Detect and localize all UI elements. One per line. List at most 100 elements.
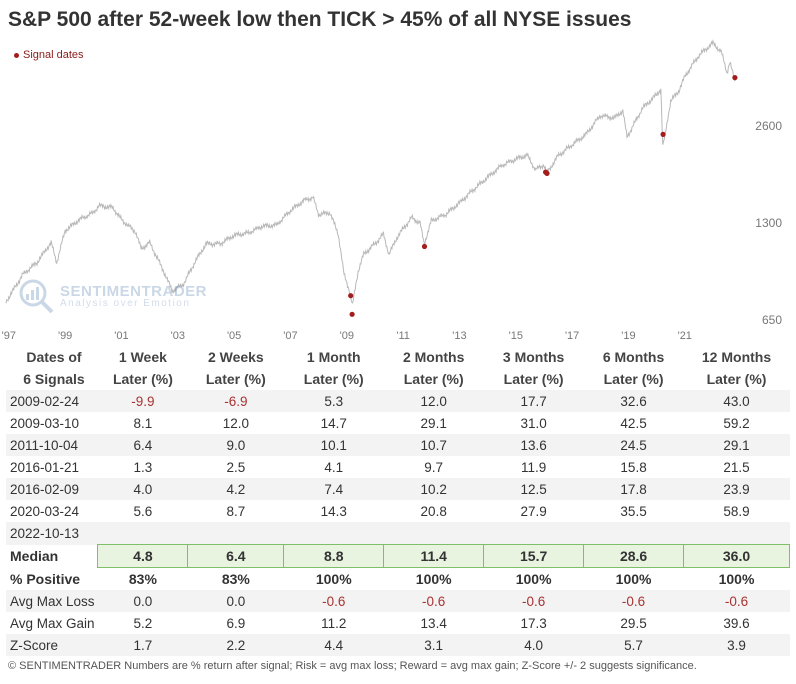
signal-point bbox=[349, 311, 355, 317]
table-cell: 3.1 bbox=[383, 634, 484, 656]
table-cell: 6.4 bbox=[187, 544, 285, 568]
table-cell: 8.1 bbox=[133, 415, 153, 431]
table-cell bbox=[187, 522, 284, 545]
row-label: Avg Max Loss bbox=[6, 590, 98, 612]
positive-row: % Positive 83% 83% 100% 100% 100% 100% 100% bbox=[6, 568, 790, 591]
table-cell: 1.7 bbox=[97, 634, 188, 656]
table-cell: 4.1 bbox=[324, 459, 344, 475]
table-cell: 100% bbox=[315, 571, 352, 587]
table-cell: 21.5 bbox=[723, 459, 750, 475]
watermark: SENTIMENTRADER Analysis over Emotion bbox=[16, 276, 207, 316]
table-cell: 14.3 bbox=[320, 503, 347, 519]
signal-point bbox=[348, 293, 354, 299]
legend: Signal dates bbox=[14, 49, 84, 61]
table-cell: Later (%) bbox=[503, 371, 564, 387]
table-cell: 12.0 bbox=[383, 390, 484, 412]
table-row: 2011-10-04 6.4 9.0 10.1 10.7 13.6 24.5 29.1 bbox=[6, 434, 790, 456]
x-tick-label: '17 bbox=[565, 330, 579, 342]
table-cell: Later (%) bbox=[205, 371, 266, 387]
x-tick-label: '11 bbox=[396, 330, 410, 342]
table-cell: 8.7 bbox=[226, 503, 246, 519]
table-cell: 4.0 bbox=[97, 478, 188, 500]
y-tick-label: 2600 bbox=[755, 119, 782, 133]
table-cell: -0.6 bbox=[683, 590, 790, 612]
table-cell: 83% bbox=[221, 571, 250, 587]
table-cell: 27.9 bbox=[520, 503, 547, 519]
table-cell: -0.6 bbox=[383, 590, 484, 612]
signal-date: 2016-01-21 bbox=[10, 459, 80, 475]
table-cell: 42.5 bbox=[620, 415, 647, 431]
x-tick-label: '01 bbox=[114, 330, 128, 342]
table-cell: 28.6 bbox=[583, 544, 685, 568]
table-cell: 1.3 bbox=[133, 459, 153, 475]
signal-date: 2009-02-24 bbox=[6, 390, 98, 412]
table-cell: -9.9 bbox=[97, 390, 188, 412]
table-cell: 39.6 bbox=[723, 615, 750, 631]
table-cell: 11.9 bbox=[520, 459, 547, 475]
x-tick-label: '97 bbox=[2, 330, 16, 342]
x-tick-label: '21 bbox=[678, 330, 692, 342]
table-cell: 3.9 bbox=[683, 634, 790, 656]
table-cell: 29.1 bbox=[420, 415, 447, 431]
x-tick-label: '15 bbox=[509, 330, 523, 342]
price-chart: 650 1300 2600 '97 '99 '01 '03 '05 '07 '09 '11 '13 '… bbox=[2, 39, 782, 342]
legend-label: Signal dates bbox=[23, 49, 84, 61]
header-row: Dates of 1 Week 2 Weeks 1 Month 2 Months 3 Mo… bbox=[6, 346, 790, 368]
table-cell: 6 Months bbox=[602, 349, 665, 365]
table-cell: 36.0 bbox=[683, 544, 790, 568]
table-cell: Later (%) bbox=[303, 371, 364, 387]
table-cell: 4.8 bbox=[97, 544, 189, 568]
table-cell: 35.5 bbox=[620, 503, 647, 519]
table-row: 2016-01-21 1.3 2.5 4.1 9.7 11.9 15.8 21.5 bbox=[6, 456, 790, 478]
sp500-line bbox=[5, 39, 736, 304]
table-cell: 9.0 bbox=[187, 434, 284, 456]
table-cell: 2 Months bbox=[402, 349, 465, 365]
table-cell: 24.5 bbox=[583, 434, 684, 456]
table-cell: 23.9 bbox=[683, 478, 790, 500]
table-cell: 11.2 bbox=[321, 615, 347, 631]
header-row: 6 Signals Later (%) Later (%) Later (%) Late… bbox=[6, 368, 790, 390]
table-cell: 10.7 bbox=[383, 434, 484, 456]
x-tick-label: '99 bbox=[58, 330, 72, 342]
row-label: % Positive bbox=[10, 570, 81, 587]
table-cell: 0.0 bbox=[97, 590, 188, 612]
row-label: Z-Score bbox=[6, 634, 98, 656]
table-cell: 15.7 bbox=[483, 544, 585, 568]
chart-title: S&P 500 after 52-week low then TICK > 45… bbox=[8, 8, 632, 31]
table-cell: -0.6 bbox=[483, 590, 584, 612]
table-cell: 12.0 bbox=[222, 415, 249, 431]
table-cell: 4.4 bbox=[283, 634, 384, 656]
table-cell: 17.8 bbox=[583, 478, 684, 500]
signal-date: 2009-03-10 bbox=[10, 415, 80, 431]
table-cell: 9.7 bbox=[424, 459, 444, 475]
table-cell: 83% bbox=[128, 571, 157, 587]
table-cell: 12.5 bbox=[483, 478, 584, 500]
y-tick-label: 650 bbox=[762, 313, 782, 327]
signal-point bbox=[732, 75, 738, 81]
table-cell: 32.6 bbox=[583, 390, 684, 412]
table-cell: 29.5 bbox=[620, 615, 647, 631]
table-cell: 58.9 bbox=[723, 503, 750, 519]
table-cell bbox=[97, 522, 188, 545]
signal-point bbox=[544, 170, 550, 176]
table-cell bbox=[683, 522, 790, 545]
median-row: Median 4.8 6.4 8.8 11.4 15.7 28.6 36.0 bbox=[6, 544, 790, 568]
header-label: Dates of bbox=[26, 349, 82, 365]
x-tick-label: '19 bbox=[621, 330, 635, 342]
x-tick-label: '05 bbox=[227, 330, 241, 342]
table-cell: 12 Months bbox=[701, 349, 772, 365]
table-row: 2009-03-10 8.1 12.0 14.7 29.1 31.0 42.5 59.2 bbox=[6, 412, 790, 434]
table-cell: 11.4 bbox=[383, 544, 485, 568]
table-row: 2022-10-13 bbox=[6, 522, 790, 545]
table-cell bbox=[283, 522, 384, 545]
signal-point bbox=[421, 243, 428, 250]
max-gain-row: Avg Max Gain 5.2 6.9 11.2 13.4 17.3 29.5 39.6 bbox=[6, 612, 790, 634]
table-cell: 5.6 bbox=[133, 503, 153, 519]
table-cell: Later (%) bbox=[112, 371, 173, 387]
signal-point bbox=[660, 131, 666, 137]
x-tick-label: '07 bbox=[283, 330, 297, 342]
table-cell: 29.1 bbox=[683, 434, 790, 456]
y-tick-label: 1300 bbox=[755, 216, 782, 230]
table-cell: 17.7 bbox=[483, 390, 584, 412]
table-cell: 2 Weeks bbox=[207, 349, 264, 365]
